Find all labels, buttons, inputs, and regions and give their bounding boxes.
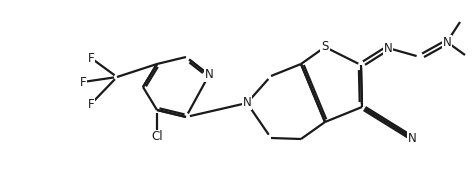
Text: S: S bbox=[321, 40, 329, 53]
Text: N: N bbox=[205, 68, 213, 81]
Text: F: F bbox=[80, 75, 86, 88]
Text: N: N bbox=[384, 42, 392, 54]
Text: N: N bbox=[243, 97, 252, 109]
Text: N: N bbox=[408, 132, 416, 145]
Text: F: F bbox=[88, 98, 94, 111]
Text: F: F bbox=[88, 51, 94, 64]
Text: N: N bbox=[443, 36, 451, 49]
Text: Cl: Cl bbox=[151, 130, 163, 143]
